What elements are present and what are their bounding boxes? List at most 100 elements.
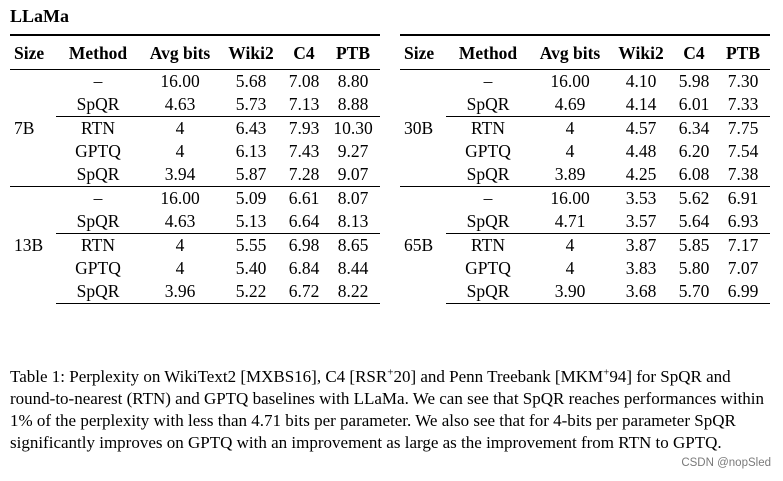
header-c4: C4 [282,37,326,70]
wiki2-cell: 5.13 [235,211,267,231]
table-row: 7B – 16.00 5.68 7.08 8.80 [10,70,380,138]
avg-bits-cell: 4 [565,141,575,161]
c4-cell: 6.61 [282,186,326,210]
method-cell: RTN [56,116,140,140]
wiki2-cell: 4.57 [610,116,672,140]
avg-bits-cell: 4 [140,233,220,257]
c4-cell: 5.62 [672,186,716,210]
method-cell: GPTQ [75,141,121,161]
table-title: LLaMa [10,6,70,26]
method-cell: GPTQ [75,258,121,278]
ptb-cell: 9.27 [337,141,369,161]
method-cell: RTN [56,233,140,257]
wiki2-cell: 4.10 [625,71,657,91]
ptb-cell: 8.88 [337,94,369,114]
ptb-cell: 7.30 [727,71,759,91]
ptb-cell: 8.65 [326,233,380,257]
header-method: Method [56,37,140,70]
table-row: RTN 4 3.87 5.85 7.17 [400,233,770,257]
caption-text-1: Table 1: Perplexity on WikiText2 [MXBS16… [10,367,388,386]
method-cell: RTN [446,233,530,257]
avg-bits-cell: 4.69 [554,94,586,114]
table-row: SpQR 4.63 5.13 6.64 8.13 [10,210,380,234]
ptb-cell: 7.38 [727,164,759,184]
c4-cell: 5.85 [672,233,716,257]
header-c4: C4 [672,37,716,70]
c4-cell: 6.34 [672,116,716,140]
model-size: 13B [10,186,56,304]
header-avg-bits: Avg bits [140,37,220,70]
watermark: CSDN @nopSled [681,457,771,469]
avg-bits-cell: 4 [140,116,220,140]
table-caption: Table 1: Perplexity on WikiText2 [MXBS16… [10,366,770,454]
table-row: 30B – 16.00 4.10 5.98 7.30 [400,70,770,138]
table-row: RTN 4 6.43 7.93 10.30 [10,116,380,140]
method-cell: RTN [446,116,530,140]
caption-sup-1: + [387,366,394,379]
caption-sup-2: + [603,366,610,379]
table-row: SpQR 3.94 5.87 7.28 9.07 [10,163,380,187]
avg-bits-cell: 4 [530,233,610,257]
method-cell: – [446,186,530,210]
table-row: SpQR 3.89 4.25 6.08 7.38 [400,163,770,187]
wiki2-cell: 3.53 [610,186,672,210]
c4-cell: 6.08 [678,164,710,184]
wiki2-cell: 5.22 [220,280,282,304]
table-row: RTN 4 4.57 6.34 7.75 [400,116,770,140]
c4-cell: 7.93 [282,116,326,140]
c4-cell: 6.72 [282,280,326,304]
table-row: SpQR 4.71 3.57 5.64 6.93 [400,210,770,234]
ptb-cell: 6.91 [716,186,770,210]
c4-cell: 7.08 [288,71,320,91]
c4-cell: 6.20 [678,141,710,161]
wiki2-cell: 4.48 [625,141,657,161]
avg-bits-cell: 4.71 [554,211,586,231]
c4-cell: 6.64 [288,211,320,231]
avg-bits-cell: 3.94 [164,164,196,184]
c4-cell: 7.13 [288,94,320,114]
c4-cell: 5.70 [672,280,716,304]
avg-bits-cell: 16.00 [160,71,200,91]
caption-text-2: 20] and Penn Treebank [MKM [393,367,604,386]
ptb-cell: 8.44 [337,258,369,278]
method-cell: – [93,71,103,91]
model-size: 65B [400,186,446,304]
wiki2-cell: 5.68 [235,71,267,91]
table-row: 65B –16.00 3.53 5.62 6.91 [400,186,770,304]
ptb-cell: 6.99 [716,280,770,304]
table-row: GPTQ 4 6.13 7.43 9.27 [10,140,380,163]
avg-bits-cell: 3.89 [554,164,586,184]
header-wiki2: Wiki2 [220,37,282,70]
c4-cell: 6.84 [288,258,320,278]
method-cell: SpQR [56,280,140,304]
caption-text-3: 94] for SpQR and round-to-nearest (RTN) … [10,367,765,452]
header-ptb: PTB [716,37,770,70]
right-results-table: Size Method Avg bits Wiki2 C4 PTB 30B –16.00 4.1… [400,37,770,304]
ptb-cell: 8.80 [337,71,369,91]
c4-cell: 7.28 [288,164,320,184]
header-row: Size Method Avg bits Wiki2 C4 PTB [10,37,380,70]
ptb-cell: 7.33 [727,94,759,114]
wiki2-cell: 5.87 [235,164,267,184]
wiki2-cell: 4.14 [625,94,657,114]
ptb-cell: 7.54 [727,141,759,161]
table-row: RTN 4 5.55 6.98 8.65 [10,233,380,257]
avg-bits-cell: 4 [565,258,575,278]
method-cell: SpQR [446,280,530,304]
wiki2-cell: 6.13 [235,141,267,161]
ptb-cell: 7.75 [716,116,770,140]
method-cell: SpQR [466,211,510,231]
avg-bits-cell: 16.00 [530,186,610,210]
header-wiki2: Wiki2 [610,37,672,70]
wiki2-cell: 5.73 [235,94,267,114]
method-cell: SpQR [466,164,510,184]
ptb-cell: 6.93 [727,211,759,231]
ptb-cell: 7.17 [716,233,770,257]
table-row: GPTQ 4 3.83 5.80 7.07 [400,257,770,280]
method-cell: – [56,186,140,210]
header-avg-bits: Avg bits [530,37,610,70]
ptb-cell: 8.13 [337,211,369,231]
wiki2-cell: 3.57 [625,211,657,231]
wiki2-cell: 5.55 [220,233,282,257]
avg-bits-cell: 16.00 [550,71,590,91]
